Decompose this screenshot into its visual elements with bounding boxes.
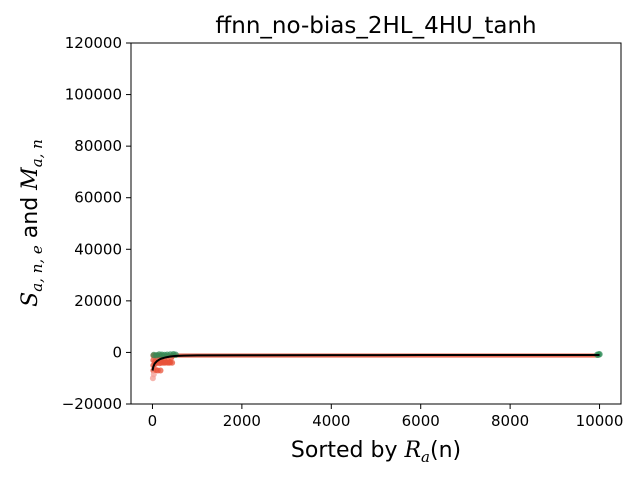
y-axis-label-group: Sa, n, e and Ma, n bbox=[18, 139, 46, 307]
x-tick-label: 8000 bbox=[491, 412, 529, 430]
x-tick-label: 2000 bbox=[223, 412, 261, 430]
y-tick-label: 120000 bbox=[65, 34, 122, 52]
plot-area bbox=[149, 351, 603, 382]
y-tick-label: 60000 bbox=[74, 189, 122, 207]
plot-frame bbox=[130, 42, 622, 405]
chart-title: ffnn_no-bias_2HL_4HU_tanh bbox=[215, 13, 536, 39]
red-series-point bbox=[169, 359, 176, 366]
y-tick-label: 20000 bbox=[74, 292, 122, 310]
x-tick-label: 10000 bbox=[576, 412, 624, 430]
x-axis-label-math: R bbox=[403, 438, 421, 463]
x-axis-label-suffix: (n) bbox=[430, 438, 461, 463]
y-tick-label: 0 bbox=[112, 343, 122, 361]
x-tick-label: 6000 bbox=[402, 412, 440, 430]
x-tick-label: 4000 bbox=[312, 412, 350, 430]
x-axis-label: Sorted by Ra(n) bbox=[291, 438, 461, 466]
y-axis-label-s: S bbox=[18, 292, 43, 307]
x-axis: 0 2000 4000 6000 8000 10000 bbox=[148, 404, 624, 430]
mean-series-line bbox=[151, 354, 600, 371]
y-axis: −20000 0 20000 40000 60000 80000 100000 120000 bbox=[62, 34, 131, 413]
y-axis-label-and: and bbox=[18, 190, 43, 245]
x-tick-label: 0 bbox=[148, 412, 158, 430]
y-tick-label: 80000 bbox=[74, 137, 122, 155]
y-tick-label: 100000 bbox=[65, 86, 122, 104]
red-series-point bbox=[157, 367, 164, 374]
x-axis-label-prefix: Sorted by bbox=[291, 438, 405, 463]
y-axis-label-m-sub: a, n bbox=[28, 139, 46, 167]
x-axis-label-math-sub: a bbox=[421, 448, 430, 466]
y-axis-label-m: M bbox=[18, 167, 43, 191]
y-axis-label: Sa, n, e and Ma, n bbox=[18, 139, 46, 307]
y-axis-label-s-sub: a, n, e bbox=[28, 245, 46, 292]
y-tick-label: 40000 bbox=[74, 240, 122, 258]
y-tick-label: −20000 bbox=[62, 395, 122, 413]
